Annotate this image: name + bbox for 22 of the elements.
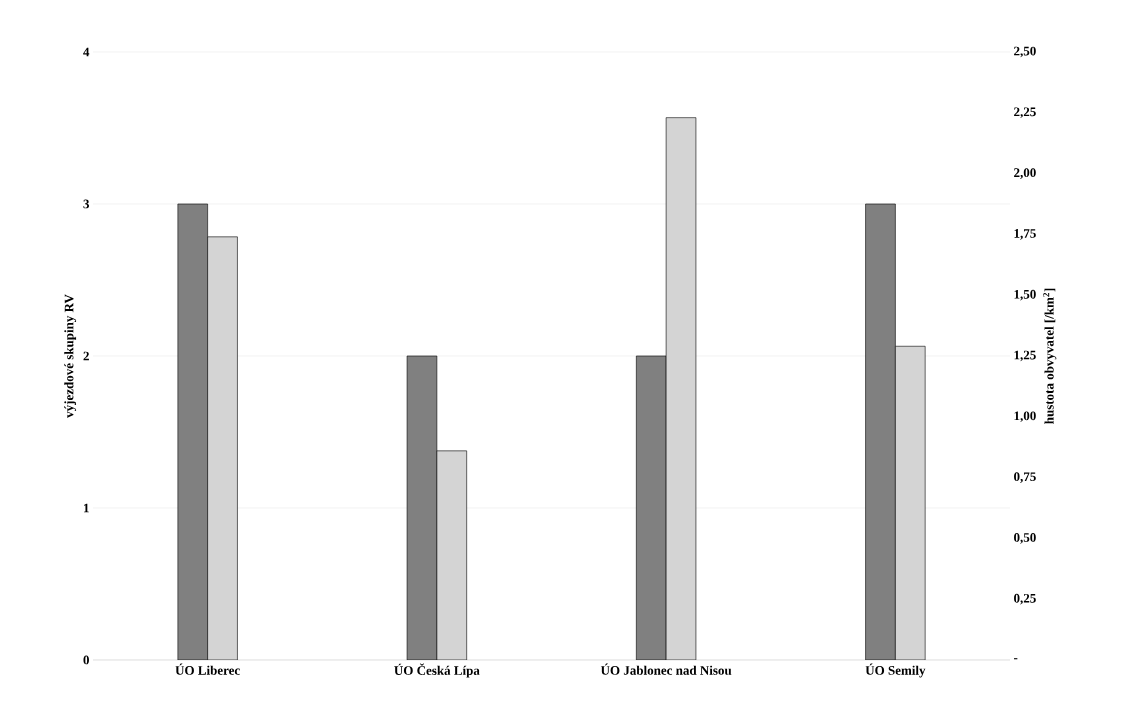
y-tick-label: 4 [83,47,90,57]
x-tick-label: ÚO Semily [865,663,926,678]
y-tick-label: 3 [83,199,90,209]
y2-tick-label: 1,50 [1014,289,1036,301]
y2-axis-title: hustota obvyvatel [/km$^{2}$] [1043,288,1057,424]
y2-tick-label: 0,50 [1014,533,1036,544]
y2-tick-label: 1,00 [1014,411,1036,423]
y-axis-title: výjezdové skupiny RV [64,294,77,418]
x-tick-label: ÚO Liberec [175,663,240,675]
y2-tick-label: 0,75 [1014,472,1036,483]
y2-tick-label: 2,50 [1014,46,1036,58]
x-tick-label: ÚO Česká Lípa [394,663,480,678]
y-tick-label: 2 [83,351,89,361]
y2-tick-label: 1,75 [1014,229,1036,240]
y2-tick-label: 1,25 [1014,350,1036,362]
y-tick-label: 0 [83,655,89,665]
x-tick-label: ÚO Jablonec nad Nisou [600,663,732,675]
y2-tick-label: 0,25 [1014,593,1036,605]
y2-tick-label: - [1014,658,1018,660]
y-tick-label: 1 [84,503,89,513]
y2-tick-label: 2,00 [1014,168,1036,179]
y2-tick-label: 2,25 [1014,107,1036,119]
